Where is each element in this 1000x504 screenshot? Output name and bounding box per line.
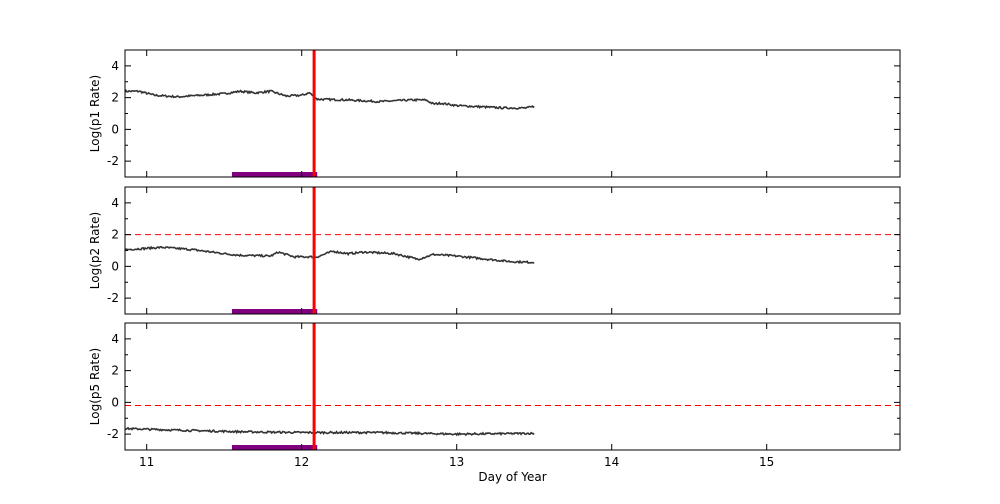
data-line	[125, 89, 535, 110]
y-tick-label: 0	[111, 122, 119, 136]
subplot-1: -2 0 2 4 Log(p1 Rate)	[88, 49, 901, 178]
x-tick-label: 13	[449, 455, 464, 469]
subplot-3: -2 0 2 4 11 12 13 14 15 Log(p5 Rate) Day of Year	[88, 322, 901, 484]
x-axis-label: Day of Year	[478, 470, 546, 484]
data-line	[125, 426, 535, 437]
data-line	[125, 245, 535, 265]
y-tick-label: 4	[111, 196, 119, 210]
y-axis-label: Log(p1 Rate)	[88, 75, 102, 152]
y-tick-label: 2	[111, 364, 119, 378]
x-tick-label: 12	[294, 455, 309, 469]
subplot-2: -2 0 2 4 Log(p2 Rate)	[88, 186, 901, 315]
x-tick-label: 14	[604, 455, 619, 469]
axes-frame	[124, 49, 901, 178]
x-tick-label: 11	[139, 455, 154, 469]
y-tick-label: 4	[111, 332, 119, 346]
y-axis-label: Log(p2 Rate)	[88, 212, 102, 289]
axes-frame	[124, 186, 901, 315]
y-tick-label: 4	[111, 59, 119, 73]
interval-bar	[231, 172, 318, 177]
y-tick-label: -2	[107, 427, 119, 441]
y-tick-label: -2	[107, 291, 119, 305]
x-tick-label: 15	[759, 455, 774, 469]
y-tick-label: -2	[107, 154, 119, 168]
y-tick-label: 0	[111, 395, 119, 409]
y-tick-label: 0	[111, 259, 119, 273]
interval-bar	[231, 445, 318, 450]
y-tick-label: 2	[111, 91, 119, 105]
y-axis-label: Log(p5 Rate)	[88, 348, 102, 425]
interval-bar	[231, 309, 318, 314]
y-tick-label: 2	[111, 228, 119, 242]
